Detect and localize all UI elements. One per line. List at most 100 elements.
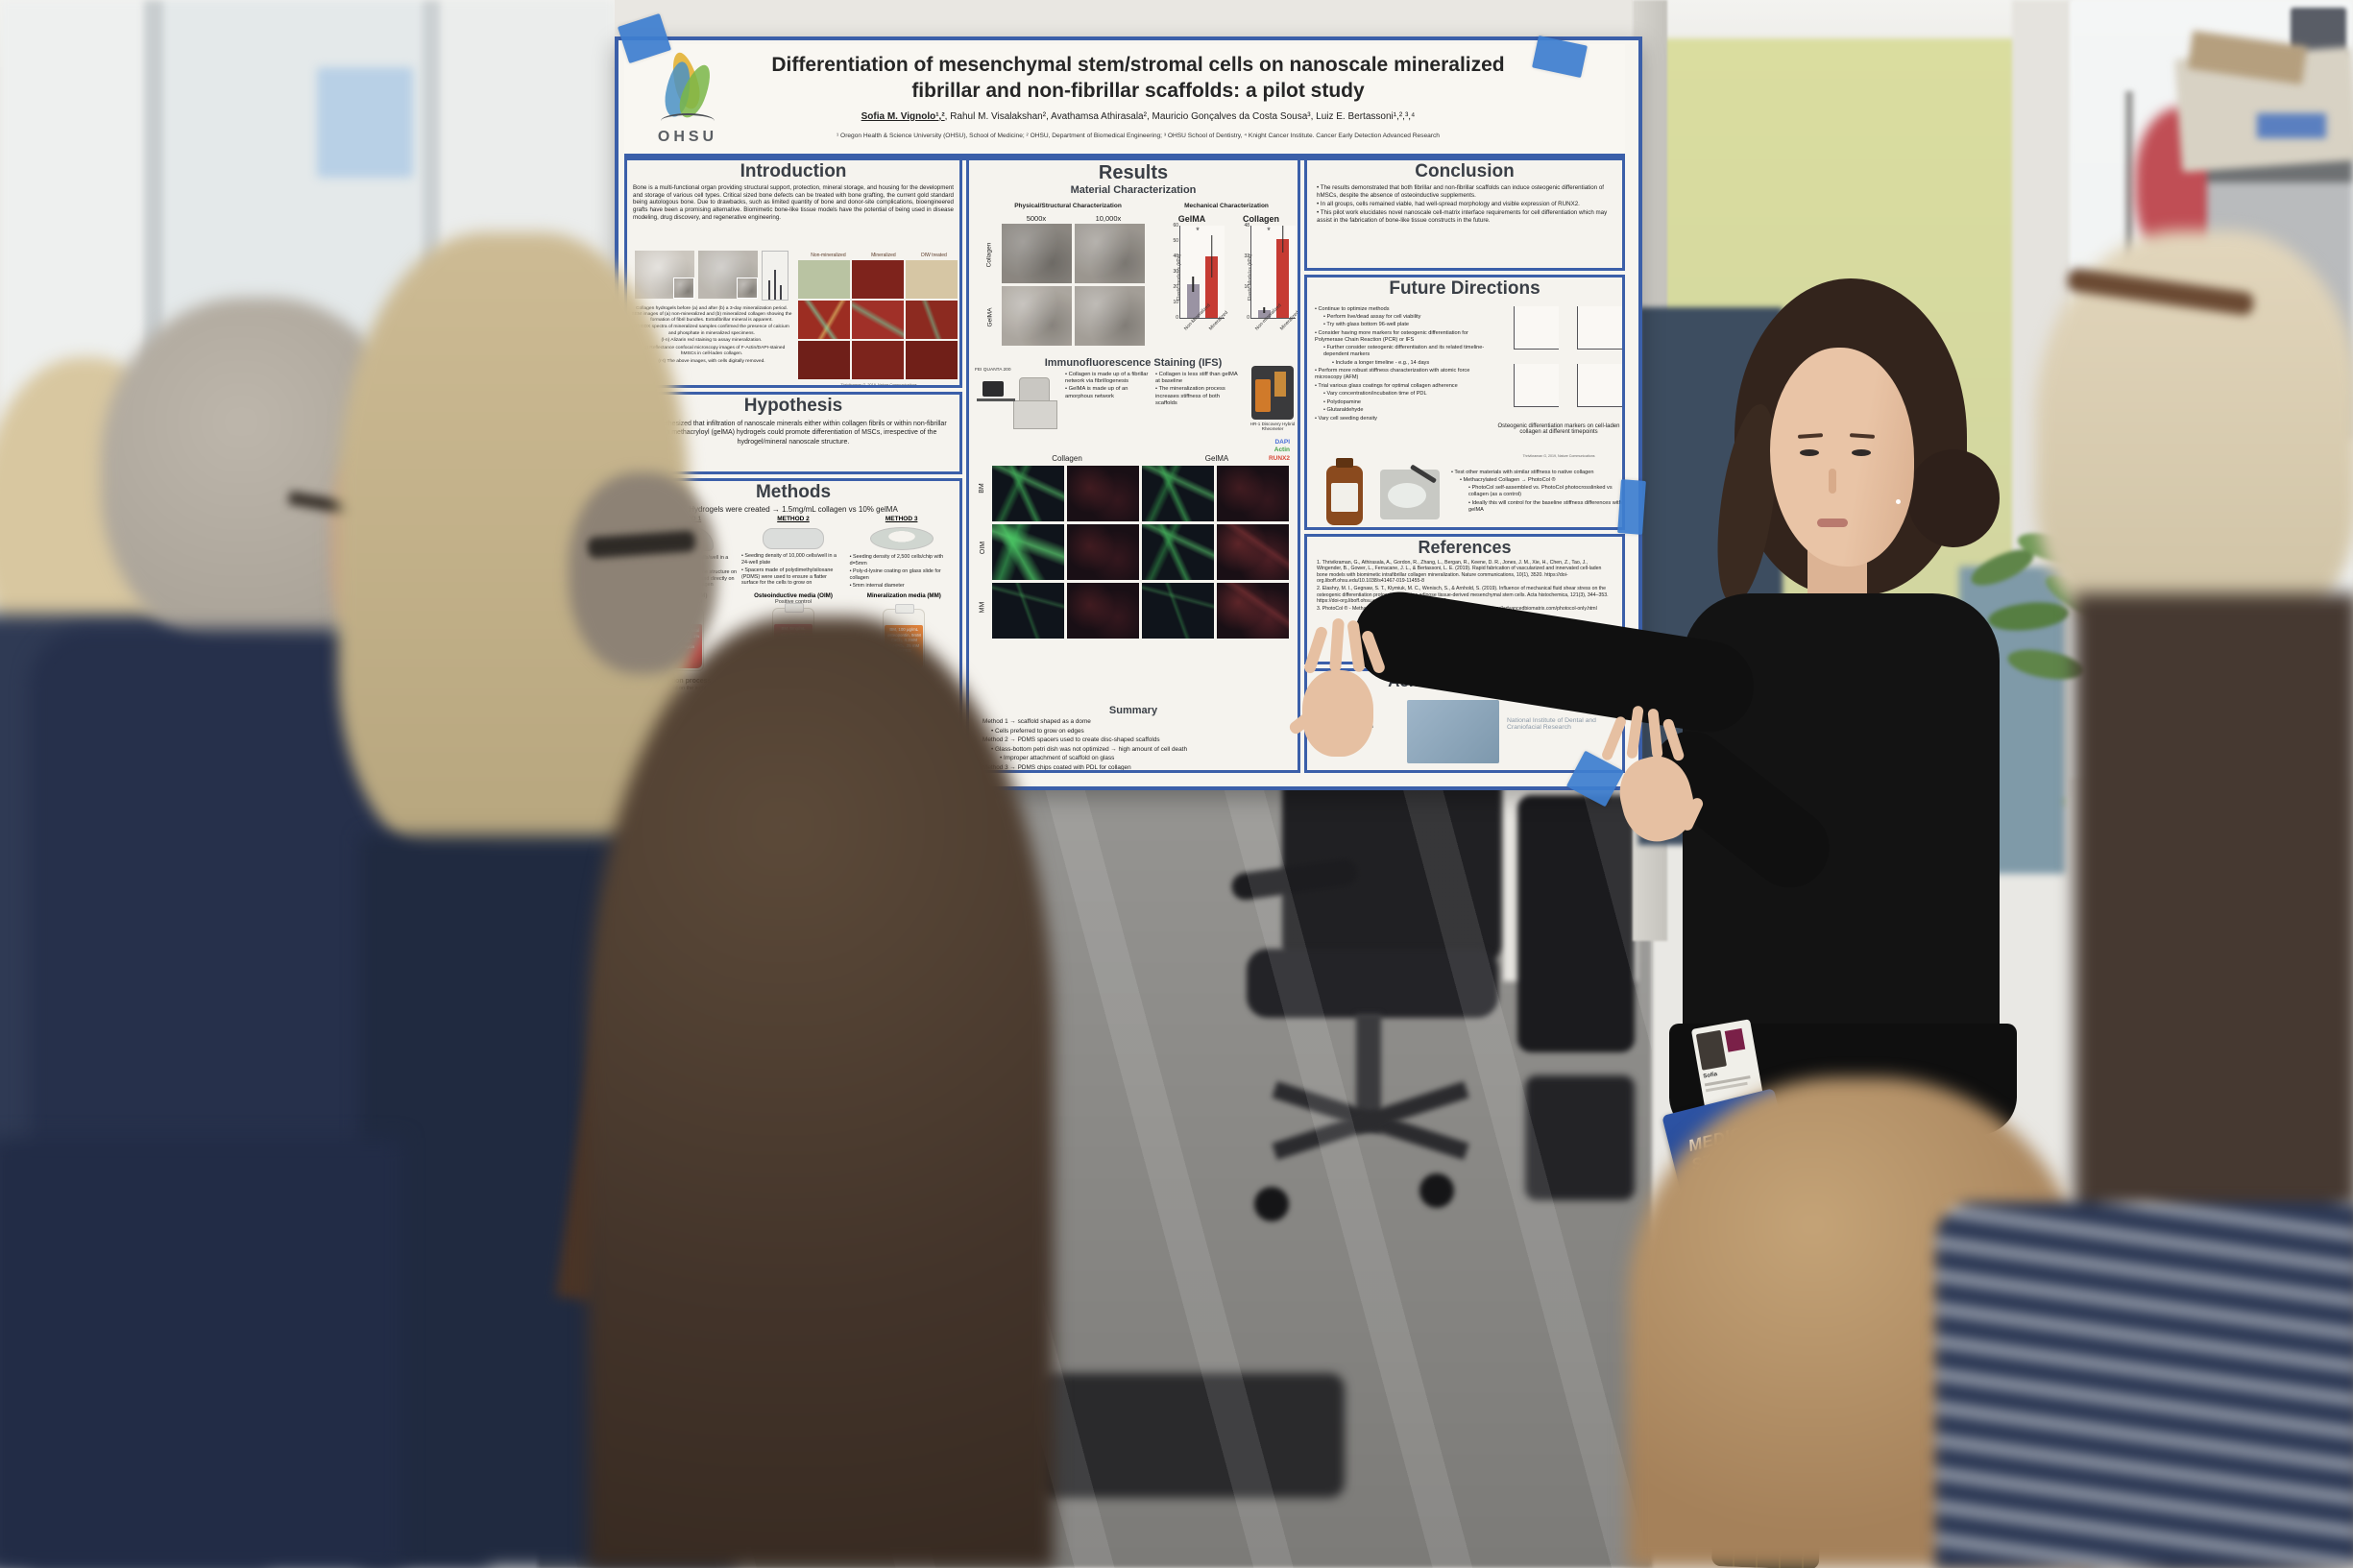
bar [1205,234,1219,318]
sem-inset [673,277,694,299]
list-item: RUNX2 [1268,454,1290,462]
grid-label: Mineralized [871,253,896,258]
audience-sunglasses-head [569,472,717,674]
nidcr-logo-text: National Institute of Dental and Craniof… [1507,717,1596,731]
micrograph [852,260,904,299]
list-item: • Trial various glass coatings for optim… [1315,382,1458,389]
sem-body [1013,400,1057,429]
rheometer-head [1274,372,1286,397]
chart-plot: 0 16 32 48 [1244,223,1296,321]
sem-collagen-10000 [1075,224,1145,283]
office-chair3-base [1037,1373,1345,1498]
ifs-bm-collagen-runx2 [1067,466,1139,521]
list-item: • Collagen is made up of a fibrillar net… [1065,371,1149,384]
y-tick: 16 [1244,284,1249,290]
mag-label: 5000x [1026,214,1047,223]
bottle-label [1331,483,1358,512]
list-item: • Vary concentration/incubation time of … [1323,391,1427,398]
future-bullets-2: • Test other materials with similar stif… [1451,468,1622,515]
mag-label: 10,000x [1095,214,1122,223]
micrograph [906,341,958,379]
petri-dish [1388,483,1426,508]
chart-plot [1514,306,1559,350]
bottle-cap [1336,458,1353,468]
section-conclusion: Conclusion • The results demonstrated th… [1304,157,1625,271]
intro-figure-sem-a [635,251,694,299]
sem-instrument-label: FEI QUANTA 200 [975,368,1011,373]
audience-navy-back-corner [0,1138,403,1568]
micrograph [852,301,904,339]
coat-rack [2125,91,2133,350]
y-axis-label: Elastic modulus (kPa) [1176,253,1183,301]
id-photo [1695,1029,1728,1071]
error-bar [1263,307,1265,313]
bottle-cap [784,603,804,614]
list-item: • Ideally this will control for the base… [1468,499,1622,513]
intro-captions: Collagen hydrogels before (a) and after … [631,304,792,366]
section-introduction: Introduction Bone is a multi-functional … [624,157,962,388]
presenter-earring [1896,499,1901,504]
audience-center-head [588,616,1054,1568]
list-item: (o-q) Reflectance confocal microscopy im… [638,345,786,356]
rheometer-label: HR-1 Discovery Hybrid Rheometer [1249,422,1296,431]
list-item: • Seeding density of 2,500 cells/chip wi… [849,553,944,567]
media-mm-name: Mineralization media (MM) [866,592,941,600]
list-item: • Further consider osteogenic differenti… [1323,345,1485,358]
intro-figure-sem-b [698,251,758,299]
presenter-lips [1817,519,1848,527]
y-axis-label: Elastic Modulus (kPa) [1248,253,1254,301]
list-item: Method 3 → PDMS chips coated with PDL fo… [982,763,1131,771]
x-axis-labels: Non-mineralized Mineralized [1250,302,1298,342]
section-results: Results Material Characterization Physic… [966,157,1300,773]
bar [1276,226,1290,318]
ifs-oim-gelma-runx2 [1217,524,1289,580]
presenter-eye-left [1800,449,1819,456]
window-sign [317,67,413,178]
list-item: • This pilot work elucidates novel nanos… [1317,209,1608,224]
mech-char-label: Mechanical Characterization [1184,203,1269,209]
micrograph [798,260,850,299]
bottle-cap [895,604,915,615]
ifs-bm-gelma-actin [1142,466,1214,521]
y-tick: 50 [1173,238,1178,244]
mini-chart-caption: Osteogenic differentiation markers on ce… [1497,423,1620,435]
y-tick: 0 [1247,315,1249,321]
list-item: • Perform more robust stiffness characte… [1315,368,1470,381]
ifs-grid [992,466,1292,639]
list-item: • Polydopamine [1323,398,1361,405]
ifs-heading: Immunofluorescence Staining (IFS) [1044,357,1223,370]
ifs-mm-gelma-runx2 [1217,583,1289,639]
marker-chart-1 [1499,306,1559,360]
id-name: Sofia [1703,1072,1718,1080]
future-mini-charts [1499,306,1622,418]
logo-arc [661,113,715,129]
list-item: • Glass-bottom petri dish was not optimi… [991,745,1187,753]
list-item: Collagen hydrogels before (a) and after … [631,305,792,323]
chart-plot: 0 10 20 30 40 50 60 [1173,223,1225,321]
presenter-face [1770,348,1914,567]
list-item: • 5mm internal diameter [849,582,905,589]
list-item: (c) EDX spectra of mineralized samples c… [634,325,789,336]
collagen-modulus-chart: 0 16 32 48 Non-mineralized Mineralized Elastic… [1236,223,1298,342]
list-item: • Perform live/dead assay for cell viabi… [1323,313,1421,320]
photocol-bottle [1326,458,1363,525]
y-tick: 48 [1244,223,1249,229]
sem-gelma-10000 [1075,286,1145,346]
petri-dish-photo [1380,464,1440,519]
y-tick: 10 [1173,300,1178,305]
collagen-chart-title: Collagen [1242,214,1279,224]
sem-monitor [982,381,1004,397]
ifs-bm-gelma-runx2 [1217,466,1289,521]
method-3-ring [869,526,934,550]
list-item: (l-n) Alizarin red staining to assay min… [661,338,763,344]
brush [1409,464,1438,484]
gelma-chart-title: GelMA [1177,214,1206,224]
bar [1257,307,1271,318]
first-author: Sofia M. Vignolo¹,² [861,111,945,122]
chart-plot [1577,306,1622,350]
y-tick: 40 [1173,253,1178,259]
ifs-col-labels: Collagen GelMA [992,454,1292,463]
hypothesis-body: We hypothesized that infiltration of nan… [640,420,947,446]
results-observations-left: • Collagen is made up of a fibrillar net… [1065,370,1150,401]
y-tick: 0 [1176,315,1178,321]
